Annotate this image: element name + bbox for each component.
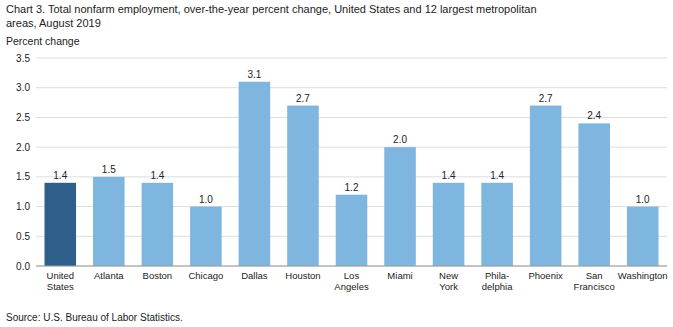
x-tick-label: Chicago [188,270,223,281]
grid-line [36,176,667,177]
bar [384,147,416,266]
x-tick-label-line: Francisco [574,281,615,292]
y-tick-label: 2.5 [16,112,30,123]
x-tick-label-line: New [439,270,458,281]
bars [44,82,658,266]
grid-line [36,58,667,59]
y-tick-label: 1.0 [16,201,30,212]
y-tick-label: 0.0 [16,261,30,272]
y-tick-label: 3.5 [16,53,30,64]
title-line: Chart 3. Total nonfarm employment, over-… [6,3,537,15]
title-line: areas, August 2019 [6,17,101,29]
data-label: 2.7 [296,93,310,104]
x-tick-label-line: delphia [482,281,513,292]
x-tick-label: NewYork [439,270,458,292]
x-tick-label: Miami [387,270,412,281]
x-tick-label-line: Houston [285,270,320,281]
x-tick-label: Dallas [241,270,268,281]
bar [239,82,271,266]
bar [627,207,659,266]
y-axis-label: Percent change [6,35,80,47]
data-label: 2.0 [393,134,407,145]
x-tick-label-line: Boston [143,270,173,281]
x-tick-label: Atlanta [94,270,124,281]
x-tick-label-line: Angeles [334,281,369,292]
x-tick-label: Houston [285,270,320,281]
bar [578,123,610,266]
x-tick-label-line: United [47,270,74,281]
bar [190,207,222,266]
data-label: 1.5 [102,164,116,175]
x-tick-label-line: Atlanta [94,270,124,281]
bar [287,106,319,266]
data-label: 1.2 [345,182,359,193]
y-tick-label: 1.5 [16,171,30,182]
x-tick-label-line: Dallas [241,270,268,281]
data-label: 1.4 [53,170,67,181]
bar [336,195,368,266]
x-tick-label-line: Chicago [188,270,223,281]
chart-svg: Chart 3. Total nonfarm employment, over-… [0,0,673,327]
bar [142,183,174,266]
grid-line [36,266,667,267]
x-tick-label-line: Washington [618,270,668,281]
x-tick-label: LosAngeles [334,270,369,292]
data-label: 2.7 [539,93,553,104]
x-axis-line [36,266,667,267]
grid-line [36,87,667,88]
x-tick-label-line: Los [344,270,360,281]
grid [36,58,667,266]
x-tick-label: Phoenix [528,270,563,281]
data-label: 1.4 [150,170,164,181]
bar [530,106,562,266]
grid-line [36,117,667,118]
x-tick-label: Washington [618,270,668,281]
x-tick-label-line: San [586,270,603,281]
x-tick-label-line: York [439,281,458,292]
data-label: 1.4 [490,170,504,181]
x-tick-label-line: Phoenix [528,270,563,281]
bar [93,177,125,266]
source: Source: U.S. Bureau of Labor Statistics. [6,312,183,323]
data-label: 1.4 [442,170,456,181]
chart-container: Chart 3. Total nonfarm employment, over-… [0,0,673,327]
data-label: 3.1 [247,69,261,80]
x-tick-label: SanFrancisco [574,270,615,292]
bar [433,183,465,266]
x-tick-label: UnitedStates [47,270,74,292]
bar [481,183,513,266]
x-tick-label: Boston [143,270,173,281]
y-tick-label: 0.5 [16,231,30,242]
y-tick-label: 2.0 [16,142,30,153]
title: Chart 3. Total nonfarm employment, over-… [6,3,537,29]
x-tick-label-line: Miami [387,270,412,281]
bar [44,183,76,266]
x-tick-label: Phila-delphia [482,270,513,292]
data-label: 1.0 [199,194,213,205]
data-label: 2.4 [587,110,601,121]
x-tick-label-line: States [47,281,74,292]
y-tick-label: 3.0 [16,82,30,93]
grid-line [36,147,667,148]
data-label: 1.0 [636,194,650,205]
x-tick-label-line: Phila- [485,270,509,281]
